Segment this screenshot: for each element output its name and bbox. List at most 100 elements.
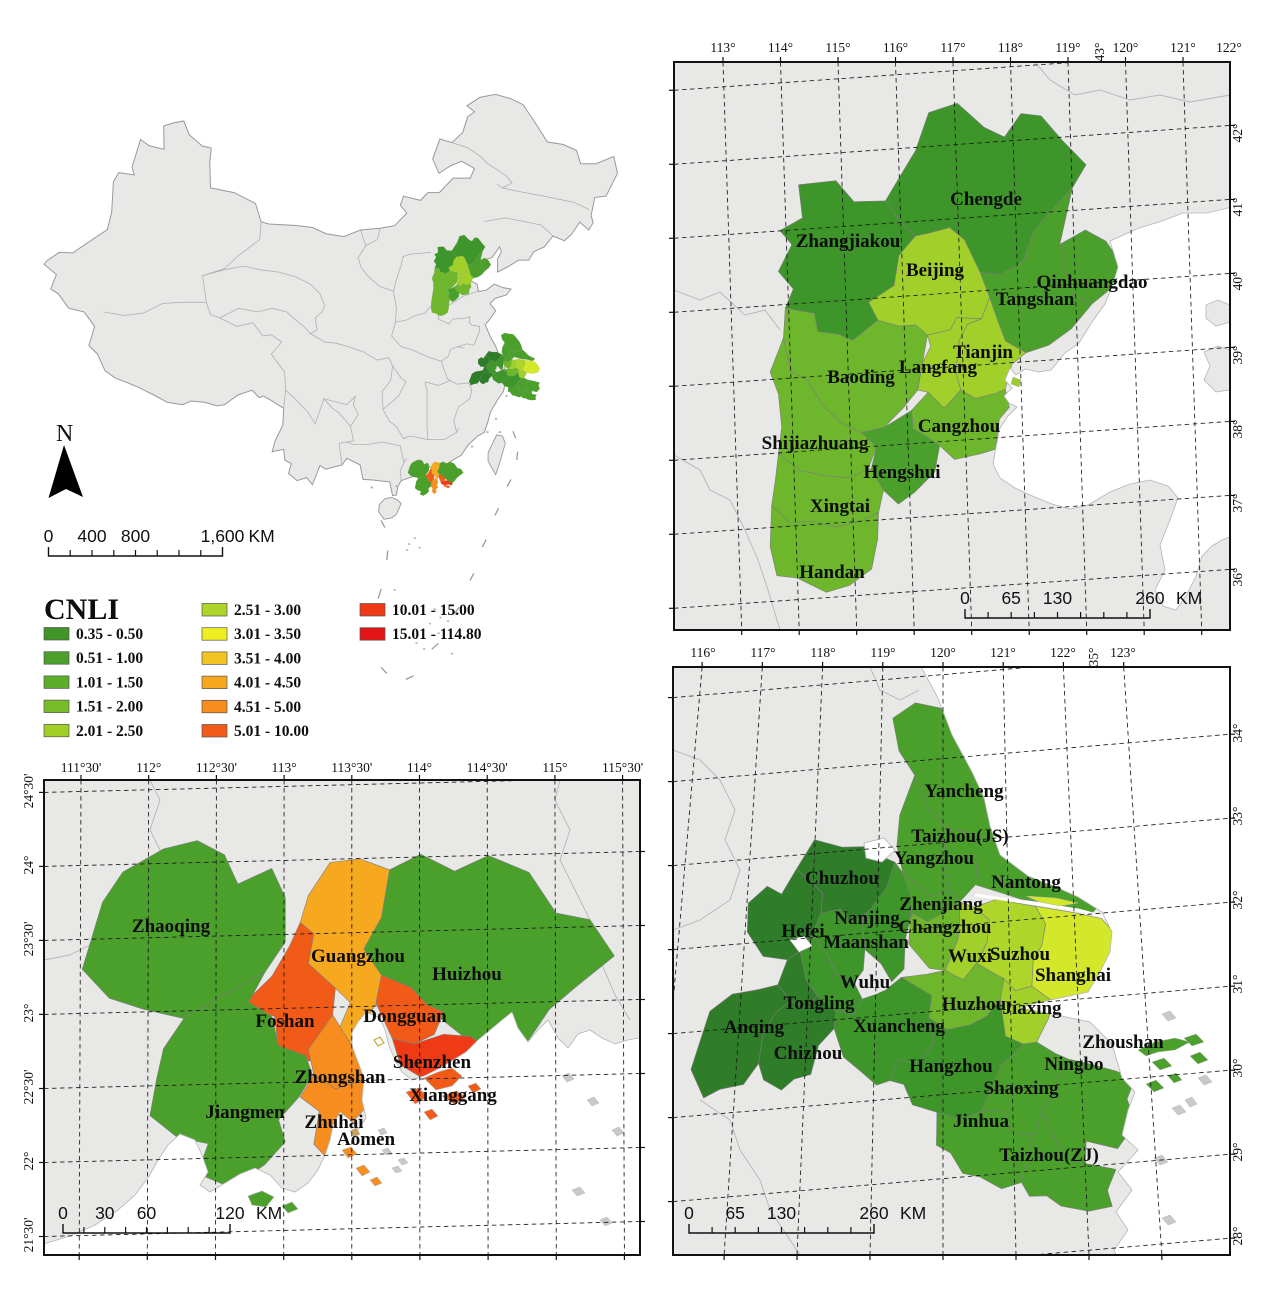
svg-text:400: 400 bbox=[77, 526, 106, 546]
svg-text:KM: KM bbox=[256, 1203, 282, 1223]
svg-text:Guangzhou: Guangzhou bbox=[311, 946, 405, 967]
svg-text:120°: 120° bbox=[1113, 40, 1139, 55]
svg-text:Aomen: Aomen bbox=[337, 1129, 395, 1150]
svg-text:Qinhuangdao: Qinhuangdao bbox=[1037, 272, 1148, 293]
svg-text:Jiaxing: Jiaxing bbox=[1002, 998, 1062, 1019]
svg-text:Anqing: Anqing bbox=[724, 1017, 785, 1038]
svg-text:111°30': 111°30' bbox=[61, 760, 102, 775]
svg-text:120: 120 bbox=[215, 1203, 244, 1223]
svg-text:Changzhou: Changzhou bbox=[899, 917, 992, 938]
svg-text:Xuancheng: Xuancheng bbox=[853, 1016, 945, 1037]
svg-text:Hefei: Hefei bbox=[781, 921, 824, 942]
svg-text:260: 260 bbox=[1135, 588, 1164, 608]
svg-text:122°: 122° bbox=[1216, 40, 1242, 55]
svg-text:Zhangjiakou: Zhangjiakou bbox=[796, 231, 901, 252]
svg-text:0: 0 bbox=[58, 1203, 68, 1223]
svg-text:117°: 117° bbox=[940, 40, 965, 55]
svg-text:22°: 22° bbox=[21, 1152, 36, 1171]
svg-text:113°: 113° bbox=[272, 760, 297, 775]
svg-text:65: 65 bbox=[1001, 588, 1020, 608]
svg-text:113°: 113° bbox=[710, 40, 735, 55]
svg-text:800: 800 bbox=[121, 526, 150, 546]
svg-text:119°: 119° bbox=[1055, 40, 1080, 55]
svg-text:36°: 36° bbox=[1230, 568, 1245, 587]
svg-text:39°: 39° bbox=[1230, 346, 1245, 365]
svg-text:117°: 117° bbox=[750, 645, 775, 660]
svg-text:115°30': 115°30' bbox=[602, 760, 643, 775]
svg-text:Nantong: Nantong bbox=[991, 872, 1061, 893]
svg-text:1.01 - 1.50: 1.01 - 1.50 bbox=[76, 674, 143, 691]
svg-text:Beijing: Beijing bbox=[906, 260, 965, 281]
svg-text:KM: KM bbox=[1176, 588, 1202, 608]
svg-text:Jiangmen: Jiangmen bbox=[205, 1102, 285, 1123]
svg-text:Yancheng: Yancheng bbox=[924, 781, 1004, 802]
svg-text:10.01 - 15.00: 10.01 - 15.00 bbox=[392, 602, 475, 619]
svg-text:118°: 118° bbox=[810, 645, 835, 660]
svg-text:3.51 - 4.00: 3.51 - 4.00 bbox=[234, 650, 301, 667]
svg-text:Ningbo: Ningbo bbox=[1044, 1054, 1103, 1075]
svg-text:4.51 - 5.00: 4.51 - 5.00 bbox=[234, 699, 301, 716]
svg-text:Zhenjiang: Zhenjiang bbox=[899, 894, 983, 915]
svg-text:120°: 120° bbox=[930, 645, 956, 660]
svg-text:60: 60 bbox=[137, 1203, 157, 1223]
svg-text:Shijiazhuang: Shijiazhuang bbox=[762, 433, 869, 454]
svg-text:112°30': 112°30' bbox=[196, 760, 237, 775]
svg-text:118°: 118° bbox=[998, 40, 1023, 55]
svg-text:Shanghai: Shanghai bbox=[1035, 965, 1111, 986]
svg-text:15.01 - 114.80: 15.01 - 114.80 bbox=[392, 626, 482, 643]
svg-text:Huizhou: Huizhou bbox=[432, 964, 502, 985]
svg-text:24°30': 24°30' bbox=[21, 774, 36, 809]
svg-text:Hengshui: Hengshui bbox=[863, 462, 940, 483]
svg-text:42°: 42° bbox=[1230, 124, 1245, 143]
svg-text:0: 0 bbox=[44, 526, 54, 546]
svg-text:2.01 - 2.50: 2.01 - 2.50 bbox=[76, 723, 143, 740]
svg-text:130: 130 bbox=[1043, 588, 1072, 608]
svg-text:33°: 33° bbox=[1230, 807, 1245, 826]
svg-text:28°: 28° bbox=[1230, 1227, 1245, 1246]
svg-text:114°: 114° bbox=[407, 760, 432, 775]
svg-text:23°30': 23°30' bbox=[21, 922, 36, 957]
svg-text:Maanshan: Maanshan bbox=[823, 932, 909, 953]
svg-text:0: 0 bbox=[684, 1203, 694, 1223]
svg-text:Zhaoqing: Zhaoqing bbox=[132, 916, 211, 937]
svg-text:130: 130 bbox=[767, 1203, 796, 1223]
svg-text:30°: 30° bbox=[1230, 1059, 1245, 1078]
svg-text:41°: 41° bbox=[1230, 198, 1245, 217]
svg-text:Wuhu: Wuhu bbox=[840, 972, 891, 993]
svg-text:43°: 43° bbox=[1092, 43, 1107, 62]
svg-text:Cangzhou: Cangzhou bbox=[918, 416, 1001, 437]
svg-text:260: 260 bbox=[859, 1203, 888, 1223]
svg-text:Jinhua: Jinhua bbox=[953, 1111, 1009, 1132]
svg-text:KM: KM bbox=[900, 1203, 926, 1223]
svg-text:Zhoushan: Zhoushan bbox=[1082, 1032, 1164, 1053]
svg-text:CNLI: CNLI bbox=[44, 593, 119, 626]
svg-text:Dongguan: Dongguan bbox=[363, 1006, 447, 1027]
svg-text:34°: 34° bbox=[1230, 724, 1245, 743]
svg-text:Xingtai: Xingtai bbox=[810, 496, 870, 517]
svg-text:Shenzhen: Shenzhen bbox=[393, 1052, 472, 1073]
svg-text:N: N bbox=[56, 421, 73, 447]
svg-text:Yangzhou: Yangzhou bbox=[894, 848, 975, 869]
svg-text:121°: 121° bbox=[1170, 40, 1196, 55]
svg-text:Tangshan: Tangshan bbox=[996, 289, 1075, 310]
svg-text:KM: KM bbox=[249, 526, 275, 546]
svg-text:Tianjin: Tianjin bbox=[953, 342, 1013, 363]
svg-text:30: 30 bbox=[95, 1203, 115, 1223]
svg-text:65: 65 bbox=[725, 1203, 744, 1223]
svg-text:Tongling: Tongling bbox=[783, 993, 855, 1014]
svg-text:40°: 40° bbox=[1230, 272, 1245, 291]
svg-text:116°: 116° bbox=[883, 40, 908, 55]
svg-text:29°: 29° bbox=[1230, 1143, 1245, 1162]
svg-text:22°30': 22°30' bbox=[21, 1070, 36, 1105]
svg-text:0: 0 bbox=[960, 588, 970, 608]
svg-text:31°: 31° bbox=[1230, 975, 1245, 994]
svg-text:Shaoxing: Shaoxing bbox=[984, 1078, 1059, 1099]
svg-text:119°: 119° bbox=[870, 645, 895, 660]
svg-text:113°30': 113°30' bbox=[331, 760, 372, 775]
svg-text:3.01 - 3.50: 3.01 - 3.50 bbox=[234, 626, 301, 643]
svg-text:4.01 - 4.50: 4.01 - 4.50 bbox=[234, 675, 301, 692]
svg-text:Taizhou(ZJ): Taizhou(ZJ) bbox=[999, 1145, 1099, 1166]
svg-text:32°: 32° bbox=[1230, 891, 1245, 910]
svg-text:121°: 121° bbox=[990, 645, 1016, 660]
svg-text:115°: 115° bbox=[542, 760, 567, 775]
